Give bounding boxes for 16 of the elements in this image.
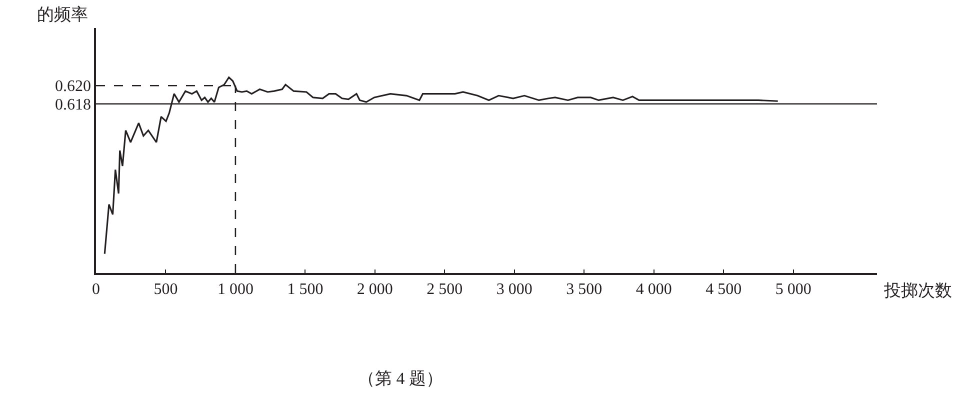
x-axis-title: 投掷次数: [883, 281, 952, 300]
y-tick-label: 0.620: [55, 78, 92, 96]
x-tick-label: 500: [154, 280, 178, 298]
x-tick-label: 1 000: [217, 280, 254, 298]
x-tick-label: 3 000: [496, 280, 532, 298]
x-tick-label: 2 000: [356, 280, 393, 298]
x-tick-label: 3 500: [566, 280, 602, 298]
x-tick-label: 2 500: [426, 280, 463, 298]
x-tick-label: 4 500: [706, 280, 742, 298]
x-tick-label: 4 000: [636, 280, 672, 298]
x-tick-label: 0: [92, 280, 100, 298]
x-tick-label: 1 500: [287, 280, 324, 298]
y-tick-label: 0.618: [55, 96, 92, 114]
y-axis-title: 的频率: [37, 5, 88, 24]
text: （第 4 题）: [358, 369, 443, 388]
x-tick-label: 5 000: [775, 280, 812, 298]
